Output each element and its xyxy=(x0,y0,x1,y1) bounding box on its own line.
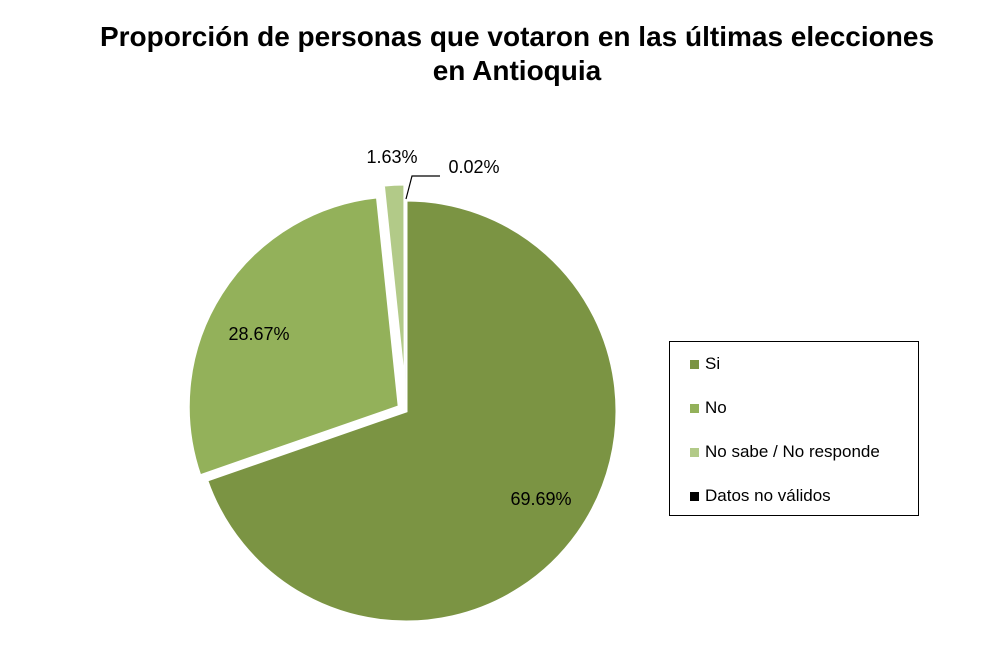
legend-swatch xyxy=(690,403,699,413)
data-label: 1.63% xyxy=(366,147,417,167)
legend-item-no: No xyxy=(690,398,727,418)
legend-item-datos-no-validos: Datos no válidos xyxy=(690,486,831,506)
data-label: 28.67% xyxy=(228,324,289,344)
legend-item-no-sabe: No sabe / No responde xyxy=(690,442,880,462)
pie-slice-no-sabe xyxy=(381,182,407,396)
legend-label: No xyxy=(705,398,727,417)
legend-swatch xyxy=(690,491,699,501)
chart-title: Proporción de personas que votaron en la… xyxy=(99,21,935,86)
pie-slices xyxy=(186,182,619,624)
legend-item-si: Si xyxy=(690,354,720,374)
legend-label: No sabe / No responde xyxy=(705,442,880,461)
pie-slice-no xyxy=(186,195,401,478)
data-label: 69.69% xyxy=(510,489,571,509)
legend-label: Datos no válidos xyxy=(705,486,831,505)
legend-swatch xyxy=(690,359,699,369)
leader-line xyxy=(405,175,440,200)
legend-label: Si xyxy=(705,354,721,373)
data-label: 0.02% xyxy=(448,157,499,177)
legend-swatch xyxy=(690,447,699,457)
legend: Si No No sabe / No responde Datos no vál… xyxy=(669,341,919,516)
pie-slice-si xyxy=(204,198,619,624)
pie-labels: 69.69% 28.67% 1.63% 0.02% xyxy=(228,147,571,509)
